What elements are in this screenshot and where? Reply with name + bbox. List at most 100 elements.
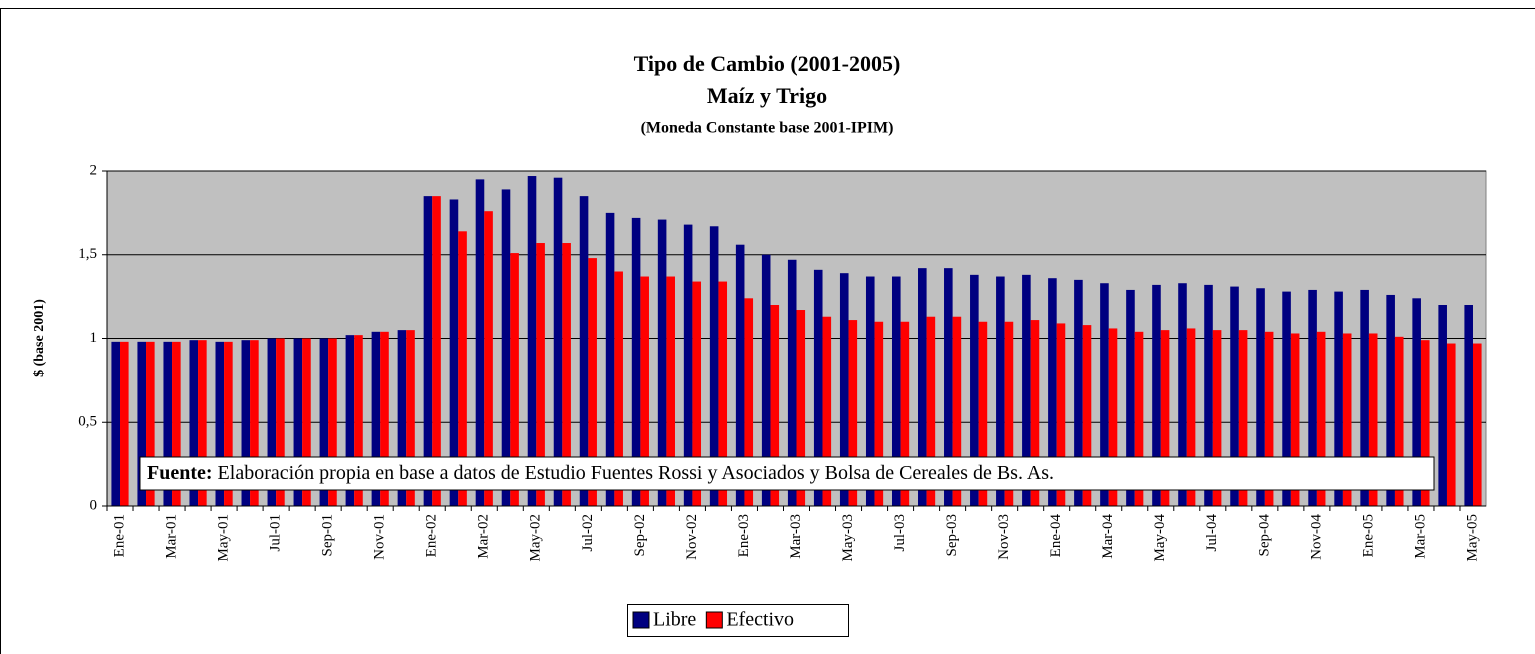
bar [241,340,251,506]
legend-swatch [632,611,650,629]
bar [1074,279,1083,506]
bar [787,259,797,506]
bar [1108,328,1118,506]
bar [1238,330,1248,506]
bar [146,341,155,506]
bar [1030,320,1040,506]
bar [692,281,702,506]
bar [735,244,745,506]
bar [874,321,884,506]
bar [267,338,277,506]
bar [432,196,441,506]
bar [588,258,597,506]
bar [198,340,207,506]
bar [189,340,199,506]
bar [276,338,285,506]
bar [1472,343,1482,506]
bar [1334,291,1343,506]
bar [996,276,1005,506]
bar [1160,330,1170,506]
bar [952,316,962,506]
bar [579,196,589,506]
x-tick-label: Ene-02 [424,514,440,557]
bar [848,320,858,506]
chart-title: Tipo de Cambio (2001-2005) [634,51,901,76]
note-label: Fuente: [147,462,213,484]
note-text: Elaboración propia en base a datos de Es… [218,462,1055,484]
bar [527,176,537,506]
bar [1152,284,1161,506]
bar [1022,274,1031,506]
x-tick-label: May-04 [1152,514,1168,562]
bar [380,331,389,506]
bar [1342,333,1352,506]
bar [1134,331,1144,506]
bar [371,331,381,506]
bar [631,217,641,506]
bar [1308,289,1317,506]
bar [1412,298,1421,506]
bar [1178,283,1187,506]
bar [944,268,953,506]
bar [553,177,563,506]
bar [1082,325,1092,506]
bar [839,273,849,506]
bar [796,310,806,506]
x-tick-label: Mar-04 [1100,514,1116,559]
bar [1316,331,1326,506]
y-tick-label: 0 [90,497,98,513]
bar [250,340,259,506]
y-tick-label: 1 [90,330,98,346]
bar [1438,305,1447,506]
x-tick-label: Mar-01 [163,514,179,559]
bar [111,341,121,506]
bar [1256,288,1265,506]
bar [1056,323,1066,506]
bar [1368,333,1378,506]
bar [510,253,519,506]
bar [449,199,459,506]
bar [1100,283,1109,506]
x-tick-label: Jul-02 [580,514,596,552]
x-tick-label: Sep-04 [1256,514,1272,557]
bar [1230,286,1239,506]
y-axis-label: $ (base 2001) [32,299,47,377]
x-tick-label: Sep-02 [632,514,648,557]
chart-subtitle: Maíz y Trigo [707,83,827,108]
bar [1420,340,1430,506]
bar [302,338,311,506]
y-tick-label: 0,5 [78,414,97,430]
y-tick-label: 1,5 [78,246,97,262]
bar [640,276,649,506]
bar [319,338,329,506]
bar [1204,284,1213,506]
bar [657,219,667,506]
note: Fuente: Elaboración propia en base a dat… [147,462,1054,484]
bar [1446,343,1456,506]
x-tick-label: Jul-03 [892,514,908,552]
x-tick-label: Nov-04 [1308,514,1324,560]
bar [354,335,363,506]
bar [406,330,415,506]
bar [1048,278,1057,506]
x-tick-label: Jul-04 [1204,514,1220,552]
x-tick-label: Nov-01 [372,514,388,560]
x-tick-label: Ene-05 [1360,514,1376,557]
x-tick-label: Ene-04 [1048,514,1064,558]
bar [120,341,129,506]
bar [458,231,467,507]
bar [345,335,355,506]
legend-label: Libre [653,609,696,631]
bar [666,276,675,506]
bar [891,276,901,506]
chart-subtitle: (Moneda Constante base 2001-IPIM) [641,120,894,137]
bar [709,226,719,506]
bar [328,338,337,506]
bar [1126,289,1135,506]
x-tick-label: Nov-03 [996,514,1012,560]
bar [770,305,780,506]
bar [744,298,754,506]
bar [475,179,485,506]
x-tick-label: May-05 [1464,514,1480,562]
bar [562,243,571,506]
